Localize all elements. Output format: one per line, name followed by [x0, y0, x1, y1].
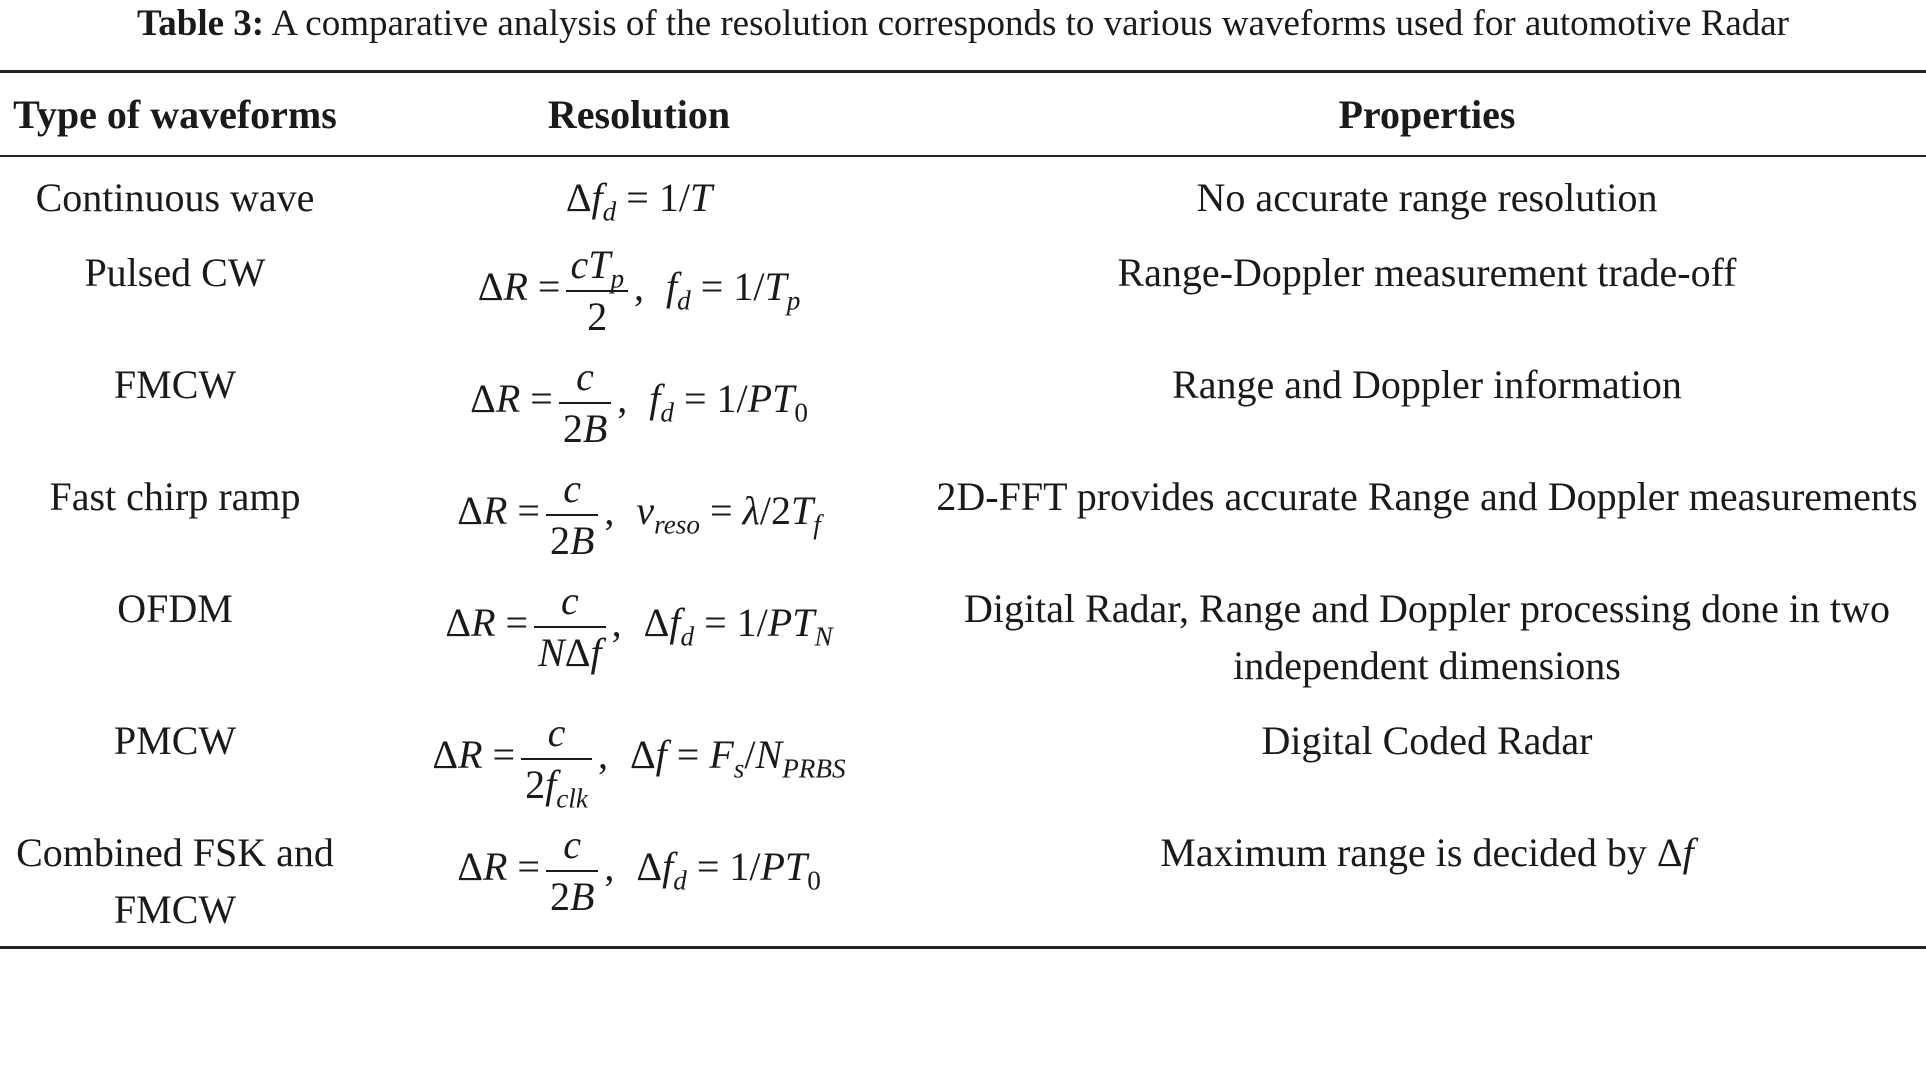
- header-type: Type of waveforms: [13, 92, 337, 137]
- cell-resolution: ΔR = c 2B, fd = 1/PT0: [350, 344, 928, 456]
- formula: Δfd = 1/T: [565, 175, 713, 227]
- header-resolution: Resolution: [547, 92, 731, 137]
- caption-label: Table 3:: [137, 3, 265, 44]
- inline-math: Δf: [1656, 830, 1694, 875]
- cell-resolution: Δfd = 1/T: [350, 156, 928, 232]
- cell-resolution: ΔR = c 2B, νreso = λ/2Tf: [350, 456, 928, 568]
- table-row: Continuous wave Δfd = 1/T No accurate ra…: [0, 156, 1926, 232]
- cell-type: OFDM: [117, 586, 233, 631]
- cell-type: Combined FSK and FMCW: [16, 830, 334, 932]
- table-header-row: Type of waveforms Resolution Properties: [0, 74, 1926, 156]
- cell-type: Fast chirp ramp: [49, 474, 301, 519]
- cell-resolution: ΔR = cTp 2, fd = 1/Tp: [350, 232, 928, 344]
- cell-properties-text: Maximum range is decided by Δf: [1160, 830, 1694, 875]
- cell-properties: Range and Doppler information: [1172, 362, 1682, 407]
- formula: ΔR = c 2B, νreso = λ/2Tf: [457, 466, 821, 563]
- table-row: Fast chirp ramp ΔR = c 2B, νreso = λ/2Tf 2D…: [0, 456, 1926, 568]
- cell-type: Pulsed CW: [84, 250, 266, 295]
- cell-properties: Digital Coded Radar: [1261, 718, 1593, 763]
- cell-type: Continuous wave: [35, 175, 315, 220]
- cell-properties: Digital Radar, Range and Doppler process…: [964, 586, 1890, 688]
- caption-text: A comparative analysis of the resolution…: [271, 3, 1789, 44]
- table-row: Pulsed CW ΔR = cTp 2, fd = 1/Tp Range-Doppl…: [0, 232, 1926, 344]
- cell-resolution: ΔR = c 2B, Δfd = 1/PT0: [350, 812, 928, 944]
- cell-properties: Range-Doppler measurement trade-off: [1117, 250, 1737, 295]
- cell-resolution: ΔR = c 2fclk, Δf = Fs/NPRBS: [350, 700, 928, 814]
- cell-properties: 2D-FFT provides accurate Range and Doppl…: [936, 474, 1918, 519]
- cell-type: FMCW: [113, 362, 237, 407]
- formula: ΔR = cTp 2, fd = 1/Tp: [477, 242, 801, 339]
- table-row: OFDM ΔR = c NΔf, Δfd = 1/PTN Digital Radar,…: [0, 568, 1926, 700]
- bottom-rule: [0, 946, 1926, 949]
- formula: ΔR = c 2B, Δfd = 1/PT0: [457, 822, 821, 919]
- top-rule: [0, 70, 1926, 73]
- formula: ΔR = c NΔf, Δfd = 1/PTN: [445, 578, 833, 675]
- table-row: Combined FSK and FMCW ΔR = c 2B, Δfd = 1/PT…: [0, 812, 1926, 944]
- cell-resolution: ΔR = c NΔf, Δfd = 1/PTN: [350, 568, 928, 700]
- cell-properties: No accurate range resolution: [1196, 175, 1658, 220]
- table-row: PMCW ΔR = c 2fclk, Δf = Fs/NPRBS Digital Co…: [0, 700, 1926, 814]
- header-properties: Properties: [1338, 92, 1516, 137]
- cell-type: PMCW: [113, 718, 237, 763]
- formula: ΔR = c 2B, fd = 1/PT0: [470, 354, 808, 451]
- table-row: FMCW ΔR = c 2B, fd = 1/PT0 Range and Dopple…: [0, 344, 1926, 456]
- cell-properties: Maximum range is decided by Δf: [928, 812, 1926, 944]
- formula: ΔR = c 2fclk, Δf = Fs/NPRBS: [432, 710, 846, 814]
- table-caption: Table 3: A comparative analysis of the r…: [0, 2, 1926, 45]
- waveform-comparison-table: Type of waveforms Resolution Properties …: [0, 74, 1926, 944]
